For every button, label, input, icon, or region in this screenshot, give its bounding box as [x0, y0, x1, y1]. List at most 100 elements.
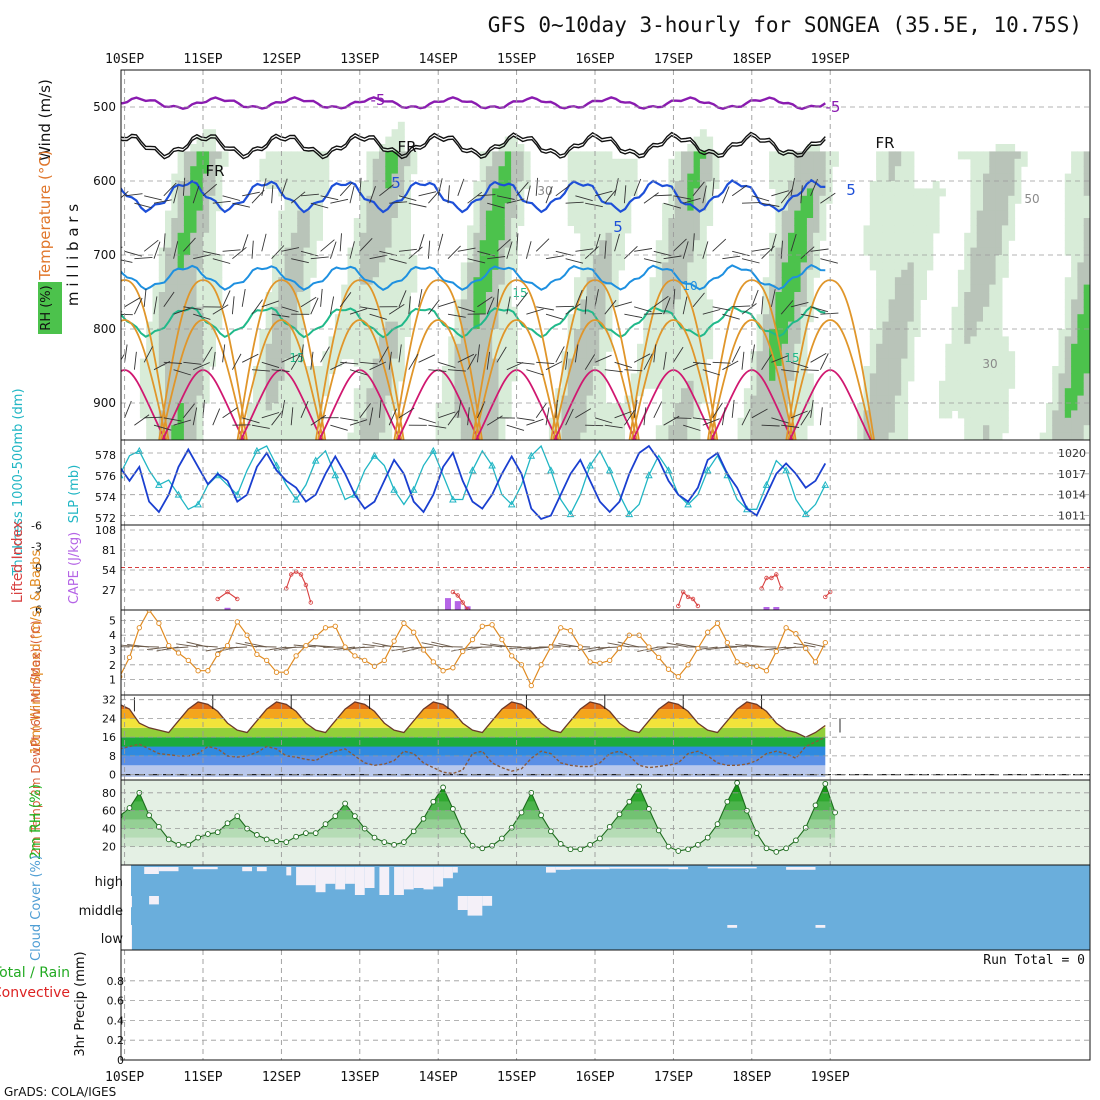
rh-cell: [775, 314, 783, 323]
rh-cell: [599, 395, 607, 404]
rh-cell: [152, 432, 160, 440]
wind-barb: [477, 296, 493, 308]
rh-cell: [397, 329, 405, 337]
rh-cell: [775, 299, 783, 308]
rh-cell: [699, 269, 707, 278]
rh-cell: [699, 395, 707, 404]
rh-cell: [379, 188, 386, 197]
rh-cell: [574, 203, 581, 212]
rh-cell: [316, 373, 323, 382]
rh-cell: [146, 410, 154, 419]
rh-cell: [492, 158, 500, 167]
rh-cell: [360, 262, 367, 271]
rh-cell: [209, 129, 216, 138]
rh-cell: [410, 284, 418, 293]
rh-cell: [882, 403, 890, 411]
rh-cell: [372, 343, 380, 352]
rh-cell: [983, 151, 990, 160]
rh-cell: [995, 299, 1003, 308]
rh-cell: [1058, 380, 1066, 389]
rh-cell: [1052, 366, 1060, 374]
rh-cell: [794, 151, 802, 160]
bottom-day-label: 14SEP: [419, 1070, 458, 1085]
rh-cell: [272, 410, 279, 419]
rh-cell: [630, 395, 638, 404]
rh2m-point: [508, 824, 515, 831]
wind-barb: [95, 411, 106, 425]
rh-cell: [379, 351, 386, 360]
rh-cell: [888, 232, 896, 241]
rh-cell: [316, 388, 323, 397]
rh-cell: [599, 158, 607, 167]
rh-cell: [567, 336, 575, 345]
wind-barb: [173, 369, 191, 376]
rh-cell: [806, 195, 814, 204]
rh-cell: [643, 343, 651, 352]
wind-barb: [261, 361, 280, 369]
rh-cell: [1077, 410, 1085, 419]
wind-barb: [183, 237, 196, 252]
wind-barb: [771, 355, 789, 363]
rh-cell: [177, 158, 185, 167]
rh2m-point: [714, 821, 721, 827]
rh-cell: [353, 299, 361, 308]
rh-cell: [379, 329, 386, 337]
rh-cell: [196, 269, 204, 278]
rh-cell: [284, 277, 292, 286]
wind-speed-point: [548, 644, 554, 650]
wind-barb: [722, 313, 740, 320]
bottom-day-label: 17SEP: [654, 1070, 693, 1085]
wind-barb: [653, 194, 672, 197]
rh-cell: [498, 210, 506, 219]
rh-cell: [989, 188, 997, 197]
rh-cell: [517, 218, 525, 226]
wind-barb: [565, 201, 584, 204]
rh-cell: [775, 195, 783, 204]
rh-cell: [869, 410, 877, 419]
rh-cell: [983, 306, 990, 315]
wind-barb: [388, 351, 392, 370]
rh-cell: [183, 269, 191, 278]
temp-tick-label: 0: [109, 769, 116, 782]
warm-isotherm: [787, 319, 873, 440]
rh-cell: [303, 151, 311, 160]
rh-cell: [894, 395, 902, 404]
rh-cell: [756, 373, 764, 382]
wind-barb: [604, 189, 617, 204]
rh-cell: [813, 232, 820, 241]
rh-cell: [888, 321, 896, 330]
rh-cell: [460, 366, 468, 374]
rh-cell: [183, 314, 191, 323]
rh-cell: [976, 366, 984, 374]
rh-cell: [341, 351, 349, 360]
rh-cell: [202, 158, 210, 167]
rh-cell: [303, 255, 311, 263]
wind-barb: [682, 296, 688, 315]
rh-cell: [762, 329, 770, 337]
rh-cell: [769, 432, 776, 440]
surface-wind-barb: [519, 646, 542, 650]
rh-cell: [1052, 373, 1060, 382]
wind-barb: [477, 194, 496, 197]
rh-cell: [1083, 269, 1090, 278]
rh-cell: [485, 218, 493, 226]
rh-cell: [498, 314, 506, 323]
rh-cell: [297, 151, 305, 160]
rh-cell: [806, 373, 814, 382]
rh-cell: [951, 351, 959, 360]
rh-cell: [957, 292, 965, 300]
rh-cell: [259, 403, 267, 411]
rh-cell: [183, 210, 191, 219]
rh-cell: [599, 417, 607, 426]
rh2m-point: [548, 828, 554, 835]
rh-cell: [290, 380, 298, 389]
rh-cell: [806, 210, 814, 219]
rh-cell: [1071, 262, 1078, 271]
rh-cell: [586, 395, 594, 404]
rh-cell: [504, 277, 512, 286]
wind-barb: [594, 190, 613, 197]
rh-cell: [794, 284, 802, 293]
rh-cell: [983, 269, 990, 278]
rh2m-point: [175, 841, 182, 848]
rh-cell: [592, 358, 600, 367]
